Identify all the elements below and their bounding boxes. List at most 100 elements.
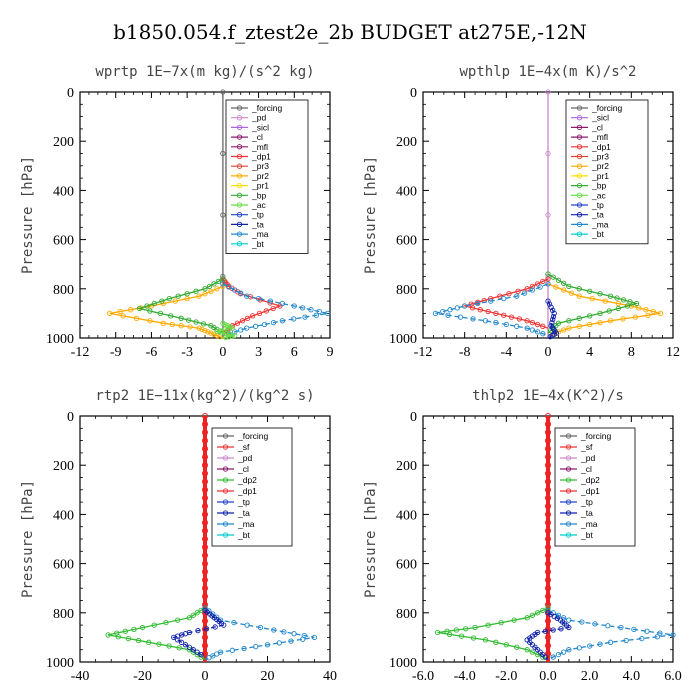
series-point xyxy=(201,617,209,625)
series-point xyxy=(313,312,319,318)
series-point xyxy=(256,310,263,317)
series-point xyxy=(193,288,199,294)
series-point xyxy=(300,636,306,642)
series-point xyxy=(201,576,209,584)
series-point xyxy=(195,627,201,634)
series-point xyxy=(120,313,126,319)
series-point xyxy=(592,621,598,627)
series-line-ma xyxy=(547,609,674,661)
legend-label: _forcing xyxy=(237,431,269,441)
x-tick-label: -20 xyxy=(133,669,152,684)
legend-label: _bt xyxy=(251,239,264,249)
series-point xyxy=(201,437,209,444)
series-point xyxy=(544,412,552,420)
series-point xyxy=(311,634,318,641)
series-point xyxy=(182,642,189,648)
series-point xyxy=(506,291,512,297)
series-point xyxy=(576,286,582,292)
series-point xyxy=(566,647,572,653)
series-point xyxy=(147,308,153,314)
series-point xyxy=(508,314,515,320)
series-point xyxy=(529,649,536,655)
series-point xyxy=(540,607,546,613)
series-point xyxy=(544,560,552,567)
x-tick-label: -3 xyxy=(181,345,193,360)
series-point xyxy=(151,300,158,307)
series-point xyxy=(576,645,582,651)
series-point xyxy=(117,308,123,315)
legend-label: _forcing xyxy=(251,103,283,113)
series-point xyxy=(566,325,572,331)
legend-box xyxy=(565,99,649,245)
series-point xyxy=(220,276,226,282)
legend-label: _ta xyxy=(580,508,593,518)
legend-label: _forcing xyxy=(591,103,623,113)
series-point xyxy=(545,89,551,95)
legend-label: _tp xyxy=(237,497,250,507)
series-point xyxy=(576,323,582,329)
series-point xyxy=(644,628,650,634)
legend-label: _pr3 xyxy=(251,161,269,171)
legend-marker xyxy=(565,488,572,494)
legend-marker xyxy=(565,455,572,461)
x-tick-label: 2.0 xyxy=(581,669,599,684)
series-point xyxy=(544,445,552,452)
legend-label: _ta xyxy=(251,219,264,229)
series-point xyxy=(163,619,169,626)
series-point xyxy=(226,284,232,290)
series-point xyxy=(432,310,439,317)
series-point xyxy=(440,308,446,315)
legend-label: _pr1 xyxy=(591,171,609,181)
series-line-ma xyxy=(222,283,328,337)
legend: _forcing_sf_pd_cl_dp2_dp1_tp_ta_ma_bt xyxy=(554,427,636,547)
series-point xyxy=(279,318,286,324)
series-point xyxy=(175,617,181,623)
series-point xyxy=(281,629,287,635)
x-tick-label: -4 xyxy=(500,345,512,360)
series-point xyxy=(160,320,166,326)
legend-marker xyxy=(222,499,229,505)
series-point xyxy=(208,330,214,336)
series-point xyxy=(597,310,603,317)
legend-marker xyxy=(576,163,583,169)
legend: _forcing_sicl_cl_mfl_dp1_pr3_pr2_pr1_bp_… xyxy=(565,99,649,245)
chart-title: rtp2 1E−11x(kg^2)/(kg^2 s) xyxy=(95,388,314,404)
series-point xyxy=(670,632,676,638)
series-point xyxy=(187,324,193,330)
series-point xyxy=(444,628,450,634)
series-point xyxy=(544,511,552,518)
legend-label: _tp xyxy=(591,200,604,210)
series-point xyxy=(545,212,551,218)
series-point xyxy=(566,283,572,289)
series-point xyxy=(196,325,202,331)
legend-label: _forcing xyxy=(580,431,612,441)
series-point xyxy=(446,631,453,637)
series-point xyxy=(540,331,546,337)
legend-marker xyxy=(222,477,229,483)
series-point xyxy=(537,284,543,290)
legend-marker xyxy=(236,182,243,189)
series-point xyxy=(534,321,541,328)
series-point xyxy=(542,628,549,634)
series-point xyxy=(175,637,181,643)
series-point xyxy=(537,649,543,655)
legend-marker xyxy=(576,202,583,208)
legend-label: _bt xyxy=(237,530,250,540)
series-point xyxy=(605,623,611,629)
legend-marker xyxy=(565,532,572,538)
series-point xyxy=(587,321,593,328)
y-tick-label: 0 xyxy=(67,86,74,101)
series-point xyxy=(244,293,250,299)
series-point xyxy=(201,445,209,452)
legend-label: _dp1 xyxy=(591,142,611,152)
legend-marker xyxy=(222,488,229,494)
series-point xyxy=(184,291,190,297)
series-point xyxy=(544,486,552,493)
series-point xyxy=(220,89,226,95)
series-point xyxy=(542,654,549,660)
series-point xyxy=(555,277,562,283)
series-point xyxy=(125,635,132,642)
series-point xyxy=(226,334,232,340)
series-point xyxy=(632,314,639,320)
series-point xyxy=(462,303,468,309)
